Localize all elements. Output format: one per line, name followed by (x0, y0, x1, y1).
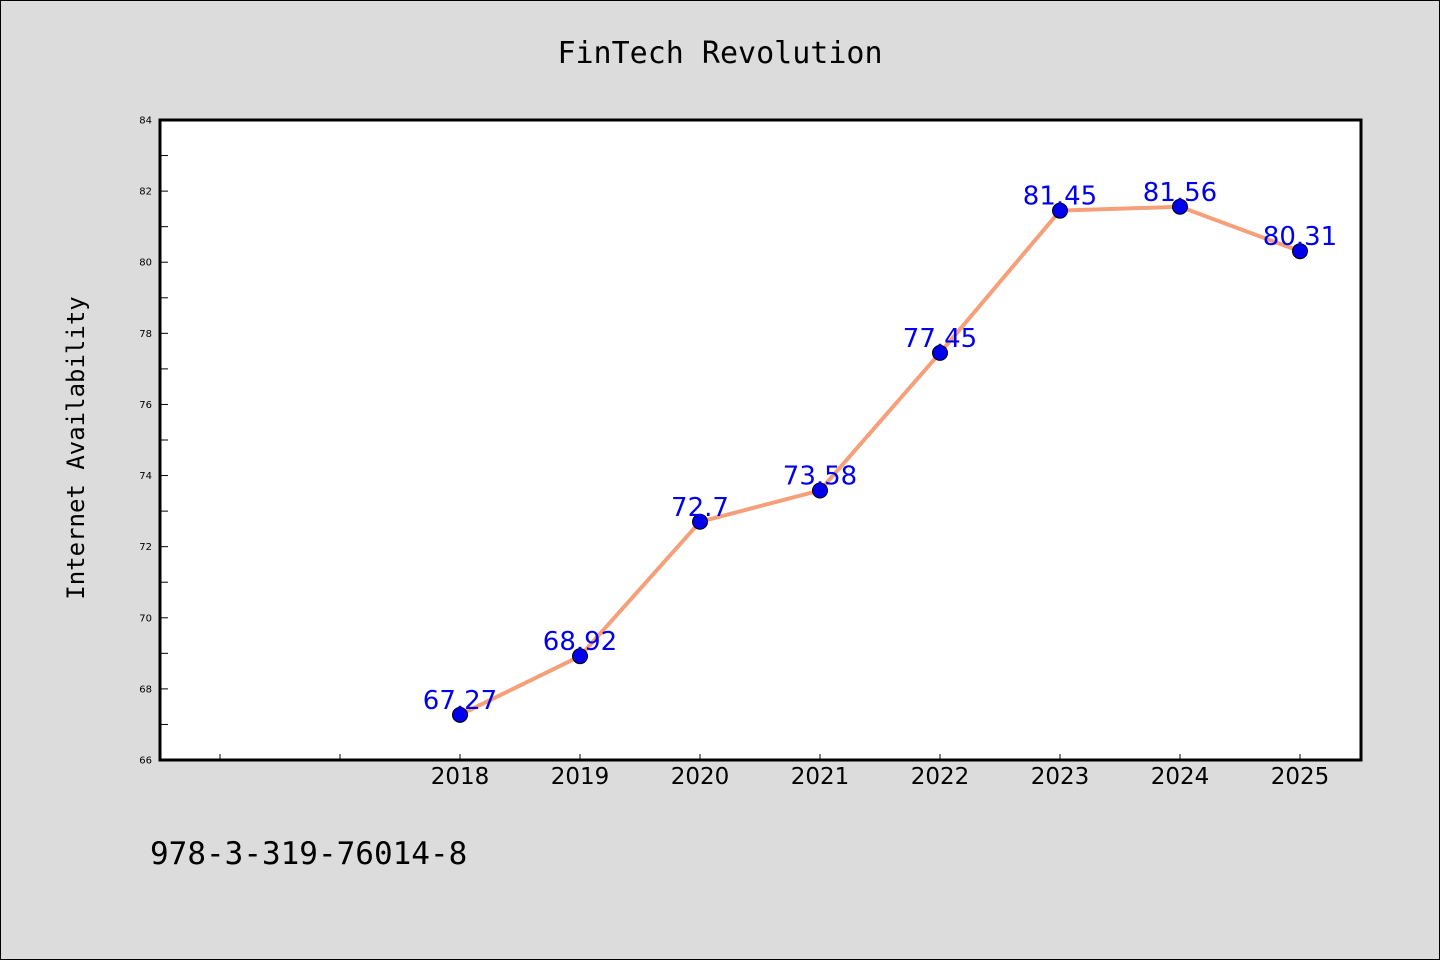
data-point (1292, 243, 1308, 260)
data-point (932, 344, 948, 361)
y-axis-label: Internet Availability (62, 296, 90, 599)
y-tick-label: 74 (139, 471, 152, 482)
y-tick-label: 72 (139, 542, 152, 553)
x-tick-label: 2024 (1151, 764, 1210, 790)
data-label: 72.7 (671, 493, 729, 523)
data-label-group: 67.27 68.92 72.7 73.58 77.45 81.45 81.56 80.31 (423, 178, 1337, 716)
data-label: 68.92 (543, 627, 617, 657)
y-tick-label: 68 (139, 684, 152, 695)
series-group (458, 204, 1302, 717)
data-label: 81.56 (1143, 178, 1217, 208)
x-tick-label: 2018 (431, 764, 490, 790)
y-tick-label: 84 (139, 116, 152, 127)
chart-title: FinTech Revolution (557, 36, 882, 71)
x-tick-label: 2023 (1031, 764, 1090, 790)
data-point (1172, 198, 1188, 215)
y-tick-label: 80 (139, 258, 152, 269)
marker-group (452, 198, 1308, 723)
data-label: 77.45 (903, 324, 977, 354)
data-point (812, 482, 828, 499)
data-point (692, 513, 708, 530)
y-tick-label: 70 (139, 613, 152, 624)
x-tick-label: 2022 (911, 764, 970, 790)
data-label: 80.31 (1263, 222, 1337, 252)
data-label: 81.45 (1023, 182, 1097, 212)
y-axis: 66 68 70 72 74 76 78 80 82 84 (139, 116, 168, 767)
data-point (572, 648, 588, 665)
plot-area (158, 118, 1363, 762)
data-label: 67.27 (423, 686, 497, 716)
x-axis: 2018 2019 2020 2021 2022 2023 2024 2025 (219, 754, 1330, 790)
y-tick-label: 82 (139, 187, 152, 198)
data-point (1052, 202, 1068, 219)
series-line (458, 204, 1302, 717)
footer-code: 978-3-319-76014-8 (150, 836, 467, 872)
x-tick-label: 2020 (671, 764, 730, 790)
y-tick-label: 66 (139, 756, 152, 767)
y-tick-label: 78 (139, 329, 152, 340)
y-tick-label: 76 (139, 400, 152, 411)
data-label: 73.58 (783, 461, 857, 491)
x-tick-label: 2021 (791, 764, 850, 790)
x-tick-label: 2025 (1271, 764, 1330, 790)
x-tick-label: 2019 (551, 764, 610, 790)
data-point (452, 706, 468, 723)
